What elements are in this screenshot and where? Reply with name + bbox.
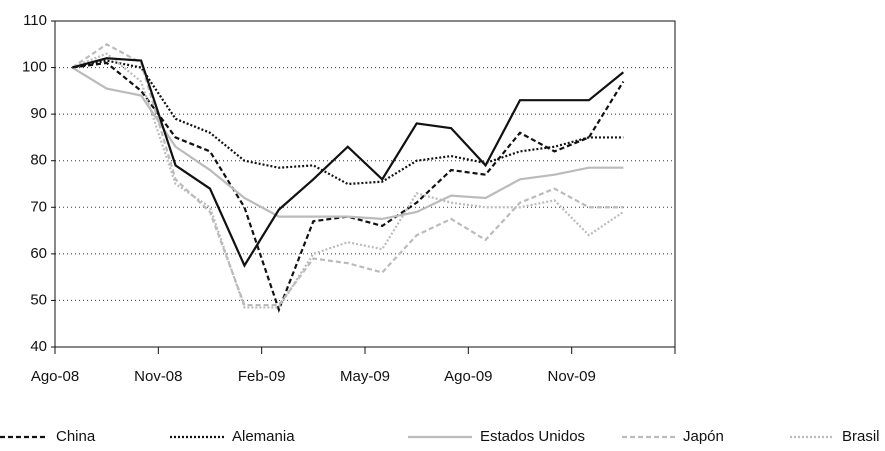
x-tick-label: Feb-09: [238, 368, 286, 385]
x-tick-label: May-09: [340, 368, 390, 385]
series-line: [72, 61, 625, 313]
series-line: [71, 43, 624, 307]
y-tick-label: 100: [22, 59, 47, 76]
x-tick-label: Ago-09: [444, 368, 492, 385]
series-line: [71, 57, 625, 268]
y-tick-label: 110: [23, 12, 47, 29]
y-tick-label: 60: [30, 245, 47, 262]
y-tick-label: 90: [30, 105, 47, 122]
legend-label: China: [56, 428, 96, 445]
x-tick-label: Nov-08: [134, 368, 182, 385]
x-tick-label: Ago-08: [31, 368, 79, 385]
x-tick-label: Nov-09: [547, 368, 595, 385]
legend-label: Alemania: [232, 428, 295, 445]
y-tick-label: 50: [30, 291, 47, 308]
y-tick-label: 80: [30, 152, 47, 169]
plot-frame: [54, 20, 676, 348]
legend-label: Brasil: [842, 428, 880, 445]
y-tick-label: 40: [30, 338, 47, 355]
y-tick-label: 70: [30, 198, 47, 215]
legend-label: Estados Unidos: [480, 428, 585, 445]
series-line: [71, 52, 624, 309]
legend-label: Japón: [683, 428, 724, 445]
